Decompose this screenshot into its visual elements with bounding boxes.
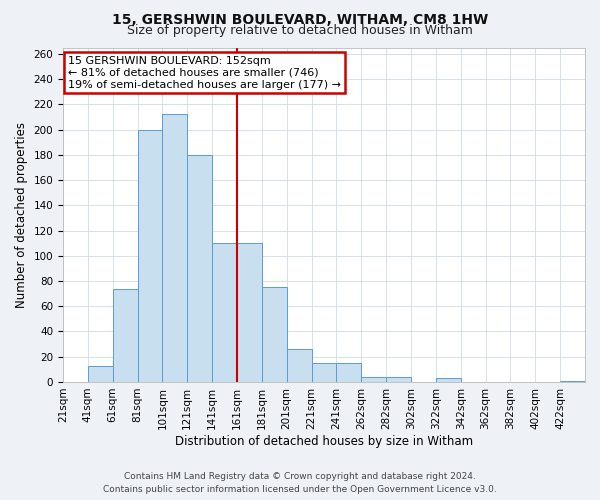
Bar <box>137 130 163 382</box>
X-axis label: Distribution of detached houses by size in Witham: Distribution of detached houses by size … <box>175 434 473 448</box>
Text: Size of property relative to detached houses in Witham: Size of property relative to detached ho… <box>127 24 473 37</box>
Bar <box>436 378 461 382</box>
Text: 15, GERSHWIN BOULEVARD, WITHAM, CM8 1HW: 15, GERSHWIN BOULEVARD, WITHAM, CM8 1HW <box>112 12 488 26</box>
Bar <box>262 288 287 382</box>
Bar <box>386 377 411 382</box>
Bar <box>88 366 113 382</box>
Bar <box>361 377 386 382</box>
Bar <box>337 363 361 382</box>
Bar <box>187 155 212 382</box>
Bar <box>237 243 262 382</box>
Bar <box>113 288 137 382</box>
Bar <box>560 380 585 382</box>
Text: 15 GERSHWIN BOULEVARD: 152sqm
← 81% of detached houses are smaller (746)
19% of : 15 GERSHWIN BOULEVARD: 152sqm ← 81% of d… <box>68 56 341 90</box>
Text: Contains HM Land Registry data © Crown copyright and database right 2024.
Contai: Contains HM Land Registry data © Crown c… <box>103 472 497 494</box>
Bar <box>311 363 337 382</box>
Bar <box>163 114 187 382</box>
Bar <box>212 243 237 382</box>
Y-axis label: Number of detached properties: Number of detached properties <box>15 122 28 308</box>
Bar <box>287 349 311 382</box>
